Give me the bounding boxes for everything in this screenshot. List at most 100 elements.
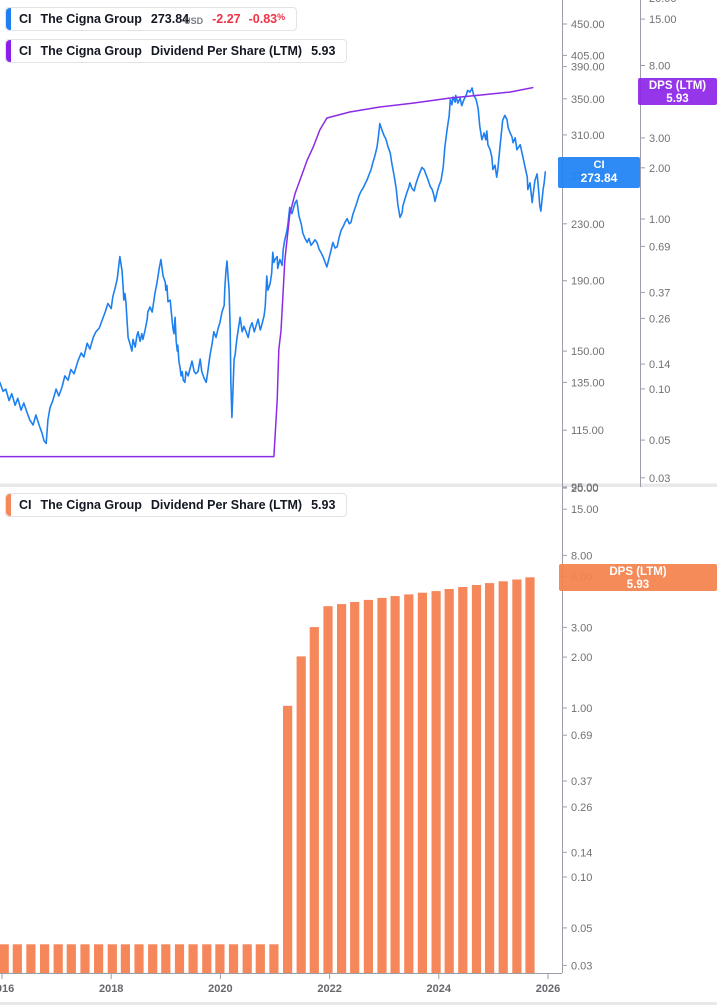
svg-text:0.10: 0.10 — [571, 872, 592, 884]
time-axis[interactable]: 2016 2018 2020 2022 2024 2026 — [0, 973, 560, 995]
badge-price: 273.84 — [580, 171, 618, 185]
dps-bar — [444, 589, 454, 973]
dps-value: 5.93 — [311, 44, 336, 58]
dps-bar — [53, 944, 63, 973]
dps-bar — [202, 944, 212, 973]
svg-text:2016: 2016 — [0, 983, 14, 995]
svg-text:20.00: 20.00 — [571, 483, 599, 495]
price-axis-badge: CI 273.84 — [558, 157, 640, 188]
svg-text:0.69: 0.69 — [649, 241, 670, 253]
svg-text:0.69: 0.69 — [571, 730, 592, 742]
company-name-label: The Cigna Group — [40, 44, 142, 58]
dps-value: 5.93 — [311, 498, 336, 512]
svg-text:190.00: 190.00 — [571, 276, 605, 288]
dps-bar — [228, 944, 239, 973]
svg-text:15.00: 15.00 — [649, 14, 677, 26]
dps-bar — [485, 583, 495, 973]
dps-bar — [107, 944, 117, 973]
bottom-edge — [0, 1002, 717, 1005]
svg-text:3.00: 3.00 — [571, 622, 592, 634]
price-change-value: -2.27 — [212, 12, 241, 26]
badge-value: 5.93 — [626, 579, 650, 591]
dps-bar — [377, 597, 387, 973]
dps-line-series[interactable] — [0, 86, 534, 458]
price-change-percent: -0.83% — [248, 12, 286, 26]
svg-text:350.00: 350.00 — [571, 94, 605, 106]
symbol-label: CI — [19, 44, 32, 58]
svg-text:405.00: 405.00 — [571, 50, 605, 62]
pane-divider[interactable] — [0, 483, 717, 488]
currency-label: USD — [184, 15, 204, 26]
svg-text:0.26: 0.26 — [571, 802, 592, 814]
svg-text:0.05: 0.05 — [649, 435, 670, 447]
dps-bar — [12, 944, 22, 973]
dps-bar — [296, 656, 306, 973]
series-color-marker-blue — [6, 8, 11, 30]
dividend-axis-top[interactable]: 20.0015.008.006.003.002.001.000.690.370.… — [640, 0, 677, 485]
dps-bar — [498, 581, 508, 973]
symbol-label: CI — [19, 498, 32, 512]
badge-metric: DPS (LTM) — [609, 566, 667, 578]
dps-bar — [337, 604, 347, 973]
svg-text:8.00: 8.00 — [649, 61, 670, 73]
company-name-label: The Cigna Group — [40, 12, 142, 26]
dps-bar — [269, 944, 279, 973]
badge-value: 5.93 — [666, 93, 689, 105]
company-name-label: The Cigna Group — [40, 498, 142, 512]
dps-bar — [80, 944, 90, 973]
svg-text:2026: 2026 — [536, 983, 560, 995]
dps-bar — [161, 944, 171, 973]
dps-bar — [471, 585, 482, 973]
svg-text:390.00: 390.00 — [571, 62, 605, 74]
dps-bar — [40, 944, 50, 973]
dividend-axis-bottom[interactable]: 20.0015.008.006.003.002.001.000.690.370.… — [562, 483, 599, 972]
dividend-axis-badge-top: DPS (LTM) 5.93 — [638, 78, 717, 105]
svg-text:95.00: 95.00 — [571, 482, 599, 494]
dps-bar — [255, 944, 265, 973]
dps-bar — [458, 587, 468, 973]
svg-text:0.14: 0.14 — [571, 847, 592, 859]
svg-text:135.00: 135.00 — [571, 377, 605, 389]
dps-bar-series[interactable] — [0, 577, 535, 973]
last-price-value: 273.84 — [150, 12, 190, 26]
price-line-series[interactable] — [0, 87, 547, 445]
legend-dps-overlay[interactable]: CI The Cigna Group Dividend Per Share (L… — [5, 39, 348, 63]
badge-metric: DPS (LTM) — [648, 80, 707, 92]
dps-bar — [404, 594, 414, 973]
svg-text:0.05: 0.05 — [571, 923, 592, 935]
dps-bar — [363, 599, 373, 973]
svg-text:310.00: 310.00 — [571, 130, 605, 142]
svg-text:0.03: 0.03 — [571, 960, 592, 972]
dps-bar — [242, 944, 252, 973]
svg-text:0.37: 0.37 — [649, 287, 670, 299]
svg-text:20.00: 20.00 — [649, 0, 677, 5]
svg-text:230.00: 230.00 — [571, 219, 605, 231]
svg-text:2024: 2024 — [427, 983, 452, 995]
svg-text:2020: 2020 — [208, 983, 232, 995]
dps-bar — [350, 602, 360, 973]
dps-bar — [431, 591, 441, 973]
svg-text:3.00: 3.00 — [649, 133, 670, 145]
svg-text:115.00: 115.00 — [571, 425, 604, 437]
dps-bar — [148, 944, 158, 973]
svg-text:2022: 2022 — [317, 983, 341, 995]
dps-bar — [512, 579, 522, 973]
svg-text:8.00: 8.00 — [571, 550, 592, 562]
legend-dps-pane[interactable]: CI The Cigna Group Dividend Per Share (L… — [5, 493, 348, 517]
dps-bar — [283, 705, 293, 973]
metric-name-label: Dividend Per Share (LTM) — [150, 44, 303, 58]
metric-name-label: Dividend Per Share (LTM) — [150, 498, 303, 512]
dps-bar — [323, 606, 333, 973]
dps-bar — [66, 944, 76, 973]
svg-text:0.10: 0.10 — [649, 384, 670, 396]
dps-bar — [120, 944, 130, 973]
svg-text:0.26: 0.26 — [649, 313, 670, 325]
dps-bar — [134, 944, 144, 973]
legend-price-series[interactable]: CI The Cigna Group 273.84 USD -2.27 -0.8… — [5, 7, 298, 31]
svg-text:0.37: 0.37 — [571, 776, 592, 788]
price-axis[interactable]: 450.00405.00390.00350.00310.00270.00230.… — [562, 19, 605, 494]
dps-bar — [417, 592, 427, 973]
svg-text:0.14: 0.14 — [649, 359, 670, 371]
svg-text:2.00: 2.00 — [649, 163, 670, 175]
